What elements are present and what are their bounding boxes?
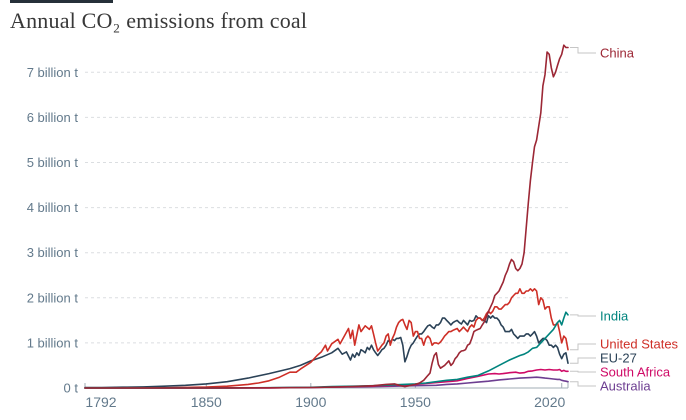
- x-tick-label: 1900: [295, 394, 326, 410]
- series-line-eu-27[interactable]: [84, 315, 569, 389]
- x-tick-label: 1850: [191, 394, 222, 410]
- cropped-top-artifact: [10, 0, 113, 3]
- label-connector-india: [570, 314, 596, 317]
- label-connector-united-states: [570, 343, 596, 351]
- y-tick-label: 1 billion t: [27, 335, 79, 350]
- y-tick-label: 5 billion t: [27, 155, 79, 170]
- chart-title: Annual CO₂ emissions from coal: [10, 8, 308, 33]
- y-tick-label: 7 billion t: [27, 65, 79, 80]
- y-tick-label: 6 billion t: [27, 110, 79, 125]
- series-label-china[interactable]: China: [600, 46, 635, 61]
- series-label-south-africa[interactable]: South Africa: [600, 365, 671, 380]
- x-tick-label: 1792: [85, 394, 116, 410]
- label-connector-australia: [570, 381, 596, 387]
- y-tick-label: 0 t: [64, 381, 79, 396]
- series-label-australia[interactable]: Australia: [600, 379, 651, 394]
- series-line-united-states[interactable]: [84, 288, 569, 389]
- x-tick-label: 1950: [400, 394, 431, 410]
- series-line-south-africa[interactable]: [84, 368, 569, 389]
- y-tick-label: 3 billion t: [27, 245, 79, 260]
- label-connector-south-africa: [570, 370, 596, 373]
- label-connector-eu-27: [570, 357, 596, 364]
- y-tick-label: 2 billion t: [27, 290, 79, 305]
- series-line-china[interactable]: [84, 44, 569, 389]
- y-tick-label: 4 billion t: [27, 200, 79, 215]
- label-connector-china: [570, 47, 596, 54]
- series-label-india[interactable]: India: [600, 309, 629, 324]
- series-label-united-states[interactable]: United States: [600, 337, 679, 352]
- x-tick-label: 2020: [534, 394, 565, 410]
- series-label-eu-27[interactable]: EU-27: [600, 351, 637, 366]
